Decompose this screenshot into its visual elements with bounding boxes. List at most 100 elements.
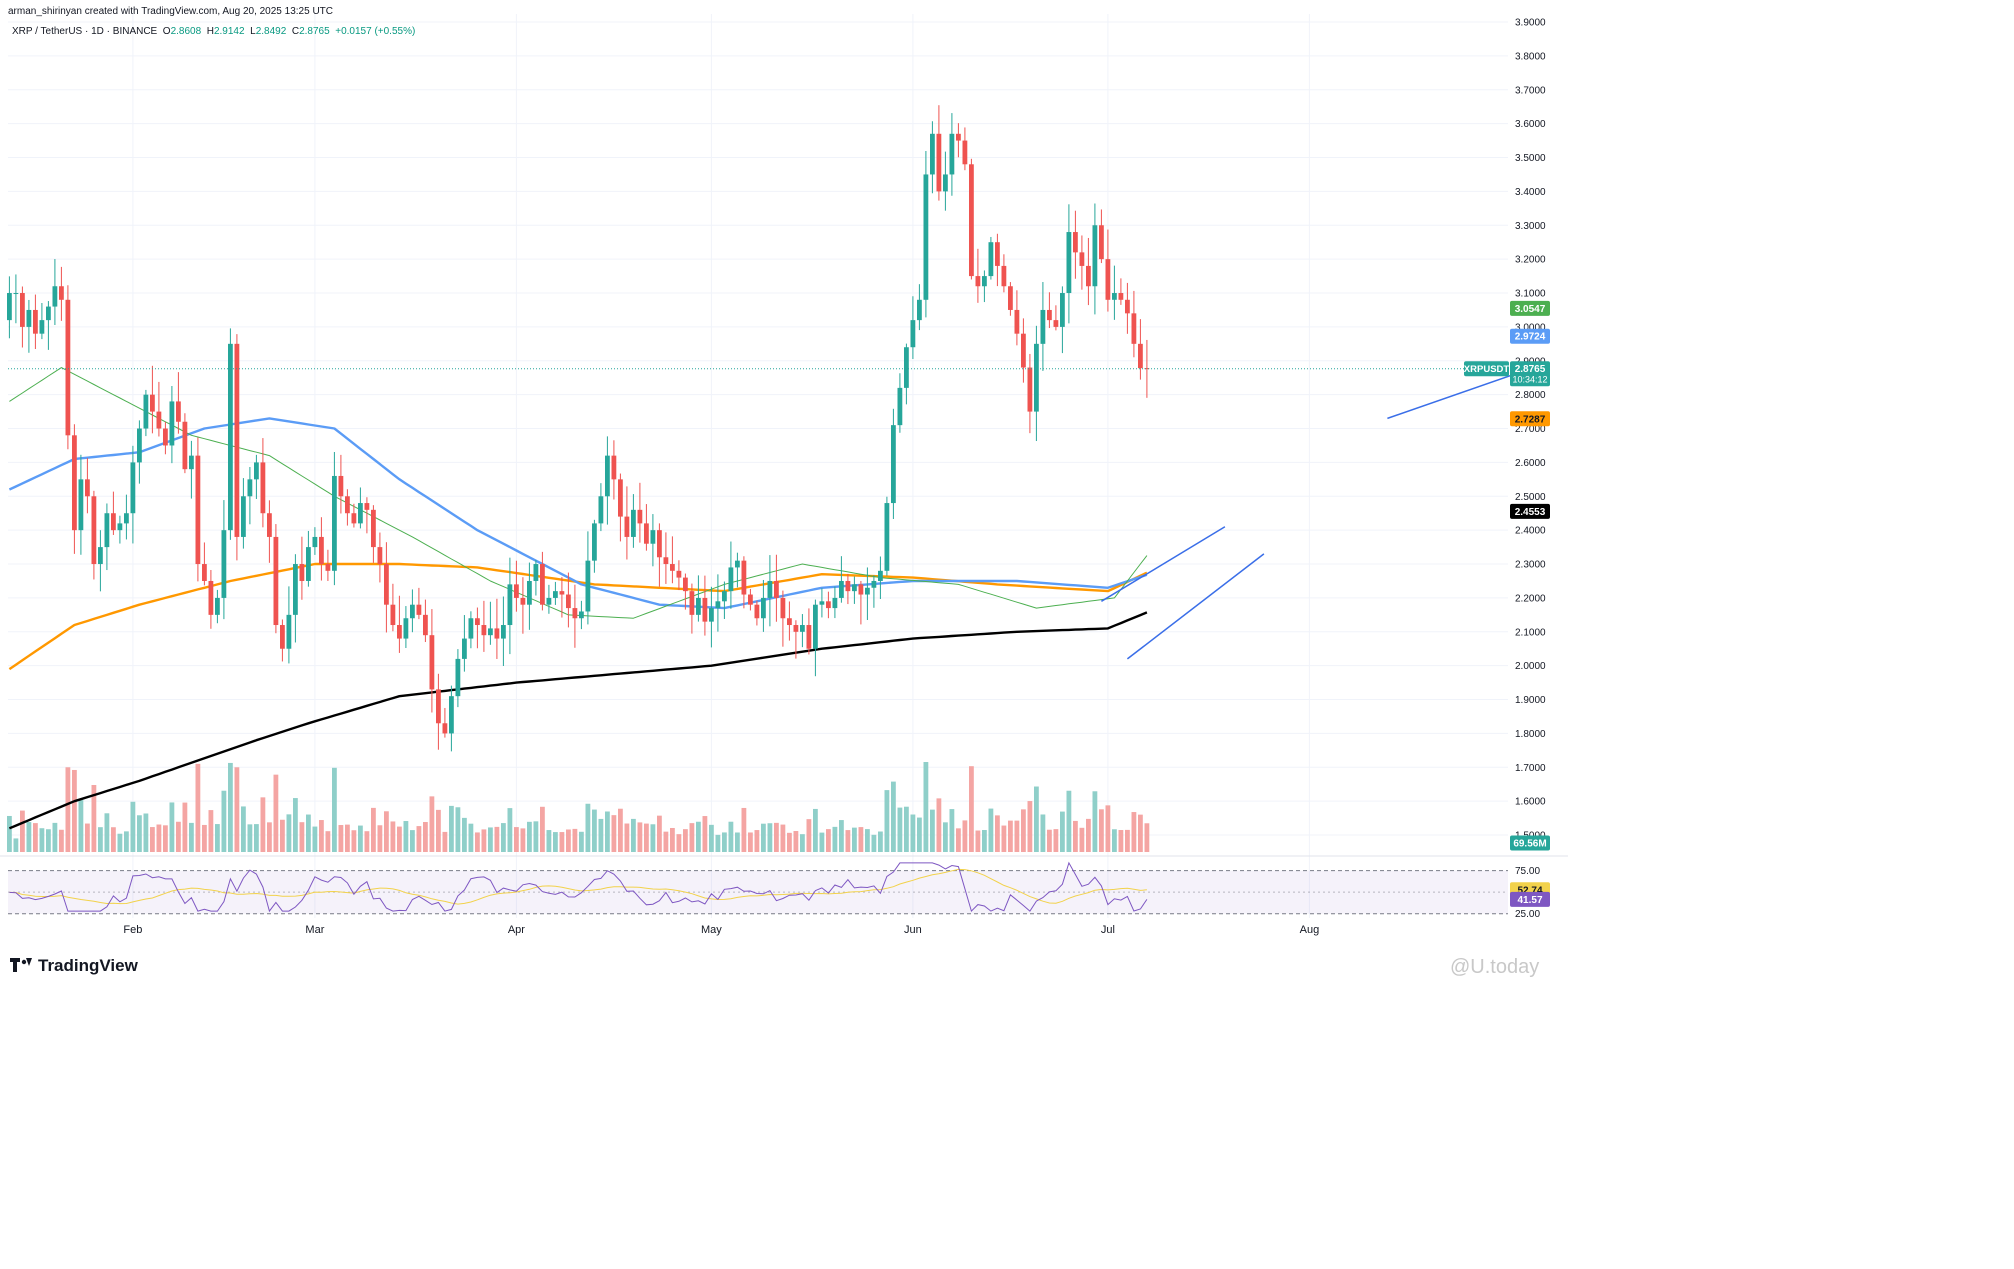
candle [618, 473, 623, 542]
candle-body [455, 658, 461, 697]
brand-text: TradingView [38, 956, 138, 975]
candle [475, 607, 480, 649]
volume-bar [546, 830, 552, 852]
volume-bar [988, 808, 994, 852]
ma200-line [8, 611, 1148, 830]
candle [507, 557, 513, 655]
candle [871, 575, 877, 608]
candle [286, 586, 292, 664]
candle-body [371, 509, 376, 548]
candle-body [1060, 293, 1065, 327]
volume-bar [98, 827, 103, 852]
candle-body [423, 614, 428, 636]
volume-bar [293, 798, 298, 852]
candle-body [624, 516, 630, 537]
volume-bar [1066, 790, 1072, 852]
volume-bar [943, 822, 948, 852]
volume-bar [858, 827, 864, 852]
chart[interactable]: 3.9000 3.8000 3.7000 3.6000 3.5000 3.4000 3.30… [0, 0, 1568, 994]
candle-body [852, 584, 857, 592]
candle [650, 514, 656, 567]
candle-body [1073, 232, 1078, 253]
candle-body [1079, 252, 1085, 266]
candle [956, 123, 961, 158]
candle-body [46, 306, 51, 321]
candle-body [858, 584, 864, 595]
candle-body [748, 594, 753, 605]
candle [390, 583, 396, 632]
candle-body [104, 513, 110, 548]
volume-bar [559, 832, 565, 852]
candle-body [819, 601, 825, 605]
candle [644, 504, 649, 551]
volume-bar [358, 825, 363, 852]
candle-body [468, 618, 474, 639]
candle [423, 599, 428, 643]
candle-body [800, 625, 805, 632]
candle [670, 536, 675, 584]
volume-bar [683, 829, 688, 852]
price-axis: 3.9000 3.8000 3.7000 3.6000 3.5000 3.4000 3.30… [1515, 18, 1546, 921]
candle [813, 599, 818, 677]
volume-bar [819, 832, 825, 852]
candle-body [410, 604, 415, 619]
rsi-pane [8, 861, 1508, 915]
candle [657, 523, 662, 587]
volume-bar [1099, 809, 1104, 852]
volume-bar [85, 823, 90, 852]
candle-body [462, 638, 467, 659]
candle [1008, 282, 1013, 316]
volume-bar [195, 763, 201, 852]
tradingview-logo[interactable]: TradingView [10, 956, 138, 976]
volume-bar [488, 827, 493, 852]
candles [7, 105, 1150, 752]
candle [982, 270, 987, 303]
volume-bar [969, 766, 974, 852]
volume-bar [397, 826, 402, 852]
candle [364, 497, 370, 534]
candle [1092, 203, 1098, 315]
time-axis: Feb Mar Apr May Jun Jul Aug [123, 924, 1319, 936]
candle-body [390, 604, 396, 626]
volume-bar [754, 830, 760, 852]
candle-body [85, 479, 90, 497]
candle [910, 296, 916, 359]
volume-bar [579, 831, 584, 852]
candle-body [1021, 333, 1026, 368]
volume-bar [774, 822, 779, 852]
symbol-tag-text: XRPUSDT [1464, 364, 1510, 375]
volume-bar [962, 820, 968, 852]
volume-bar [884, 790, 890, 852]
candle-body [130, 462, 136, 514]
candle-body [1125, 299, 1130, 314]
candle-body [709, 608, 714, 622]
candle [78, 454, 84, 555]
time-tick-label: Mar [305, 924, 324, 936]
price-tick-label: 2.8000 [1515, 390, 1546, 401]
low-key: L [250, 26, 256, 37]
symbol-tag-bg [1464, 361, 1509, 377]
candle-body [923, 174, 929, 300]
candle-body [442, 723, 448, 734]
candle-body [566, 594, 571, 609]
candle [169, 386, 175, 464]
price-tick-label: 1.8000 [1515, 729, 1546, 740]
volume-bar [455, 807, 461, 852]
volume-bar [91, 785, 97, 852]
candle [631, 494, 636, 548]
candle-body [605, 455, 610, 497]
candle [800, 614, 805, 648]
candle-body [722, 591, 727, 602]
price-tick-label: 3.7000 [1515, 85, 1546, 96]
candle-body [429, 635, 435, 690]
candle-body [33, 309, 38, 334]
volume-bar [923, 762, 929, 852]
volume-bar [208, 810, 214, 852]
candle-body [124, 513, 129, 524]
volume-bar [137, 815, 142, 852]
candle [897, 373, 903, 433]
candle [533, 560, 539, 596]
candle [865, 567, 870, 620]
candle-body [787, 618, 792, 626]
price-tick-label: 3.1000 [1515, 289, 1546, 300]
